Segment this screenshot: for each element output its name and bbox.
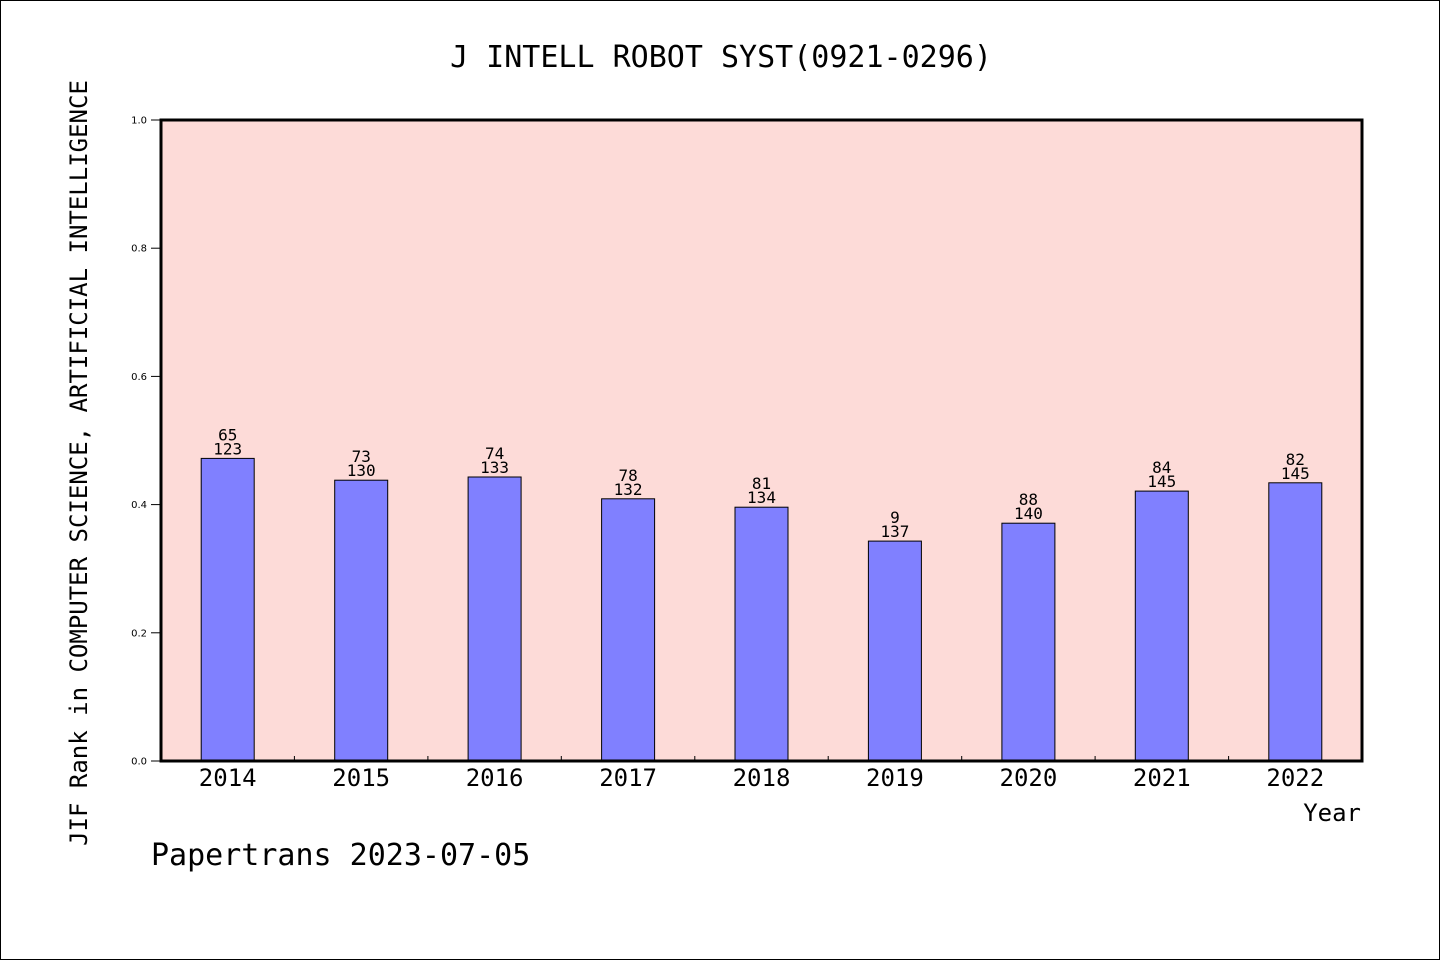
y-tick-label-1: 0.2 bbox=[131, 628, 147, 639]
chart-title: J INTELL ROBOT SYST(0921-0296) bbox=[450, 40, 992, 75]
total-label-2018: 134 bbox=[747, 488, 776, 507]
y-tick-label-3: 0.6 bbox=[131, 372, 147, 383]
total-label-2014: 123 bbox=[213, 439, 242, 458]
rank-label-2015: 73 bbox=[352, 447, 371, 466]
x-tick-label-2020: 2020 bbox=[1000, 764, 1058, 792]
y-tick-label-0: 0.0 bbox=[131, 757, 147, 768]
rank-label-2017: 78 bbox=[618, 466, 637, 485]
bar-2015 bbox=[334, 479, 389, 762]
bar-2021 bbox=[1134, 490, 1189, 762]
bar-2017 bbox=[601, 498, 656, 762]
x-tick-label-2018: 2018 bbox=[733, 764, 791, 792]
footer-credit: Papertrans 2023-07-05 bbox=[151, 838, 530, 873]
bar-2018 bbox=[734, 506, 789, 762]
x-tick-label-2016: 2016 bbox=[466, 764, 524, 792]
total-label-2015: 130 bbox=[347, 461, 376, 480]
rank-label-2019: 9 bbox=[890, 508, 900, 527]
total-label-2020: 140 bbox=[1014, 504, 1043, 523]
rank-label-2022: 82 bbox=[1286, 450, 1305, 469]
total-label-2016: 133 bbox=[480, 458, 509, 477]
x-tick-label-2021: 2021 bbox=[1133, 764, 1191, 792]
total-label-2019: 137 bbox=[880, 522, 909, 541]
x-axis-label: Year bbox=[1303, 799, 1361, 827]
y-tick-label-4: 0.8 bbox=[131, 244, 147, 255]
y-tick-label-5: 1.0 bbox=[131, 116, 147, 127]
bar-2014 bbox=[200, 457, 255, 762]
y-tick-label-2: 0.4 bbox=[131, 500, 147, 511]
plot-border bbox=[159, 118, 1364, 763]
bar-2016 bbox=[467, 476, 522, 762]
x-ticks-layer: 2014 2015 2016 2017 2018 2019 2020 2021 2022 bbox=[199, 756, 1324, 792]
rank-label-2020: 88 bbox=[1019, 490, 1038, 509]
bar-2022 bbox=[1268, 482, 1323, 762]
y-ticks-layer: 0.0 0.2 0.4 0.6 0.8 1.0 bbox=[131, 116, 161, 768]
total-label-2021: 145 bbox=[1147, 472, 1176, 491]
x-tick-label-2014: 2014 bbox=[199, 764, 257, 792]
bar-2020 bbox=[1001, 522, 1056, 762]
bar-2019 bbox=[867, 540, 922, 762]
x-tick-label-2019: 2019 bbox=[866, 764, 924, 792]
x-tick-label-2022: 2022 bbox=[1266, 764, 1324, 792]
total-label-2022: 145 bbox=[1281, 464, 1310, 483]
y-axis-label: JIF Rank in COMPUTER SCIENCE, ARTIFICIAL… bbox=[65, 80, 93, 846]
rank-label-2021: 84 bbox=[1152, 458, 1171, 477]
rank-label-2018: 81 bbox=[752, 474, 771, 493]
rank-label-2016: 74 bbox=[485, 444, 504, 463]
rank-label-2014: 65 bbox=[218, 425, 237, 444]
x-tick-label-2017: 2017 bbox=[599, 764, 657, 792]
x-tick-label-2015: 2015 bbox=[332, 764, 390, 792]
total-label-2017: 132 bbox=[614, 480, 643, 499]
bars-layer bbox=[200, 457, 1323, 762]
